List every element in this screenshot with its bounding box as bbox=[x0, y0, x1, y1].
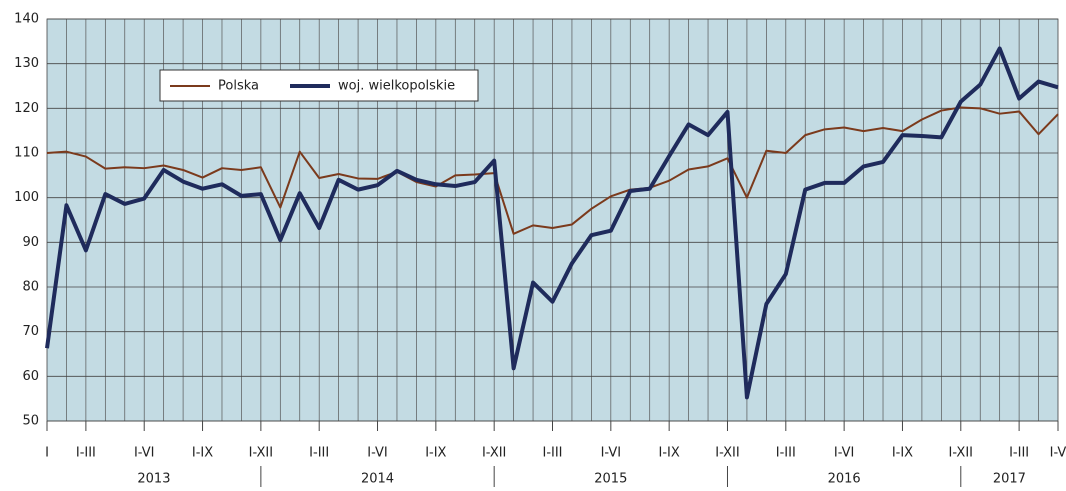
year-label: 2016 bbox=[828, 472, 861, 487]
x-tick-label: I-XII bbox=[249, 446, 273, 461]
x-tick-label: I-IX bbox=[892, 446, 913, 461]
x-tick-label: I-IX bbox=[192, 446, 213, 461]
x-tick-label: I-III bbox=[309, 446, 329, 461]
x-tick-label: I-VI bbox=[134, 446, 155, 461]
y-tick-label: 80 bbox=[22, 280, 39, 295]
x-tick-label: I-XII bbox=[482, 446, 506, 461]
x-tick-label: I-IX bbox=[425, 446, 446, 461]
x-tick-label: I-III bbox=[542, 446, 562, 461]
series-line bbox=[46, 106, 1059, 235]
y-tick-label: 60 bbox=[22, 369, 39, 384]
x-tick-label: I-V bbox=[1050, 446, 1066, 461]
year-label: 2017 bbox=[993, 472, 1026, 487]
year-label: 2015 bbox=[594, 472, 627, 487]
legend-label: woj. wielkopolskie bbox=[338, 79, 455, 94]
x-tick-label: I-XII bbox=[949, 446, 973, 461]
x-tick-label: I bbox=[45, 446, 49, 461]
x-tick-label: I-IX bbox=[659, 446, 680, 461]
y-tick-label: 120 bbox=[14, 101, 39, 116]
x-tick-label: I-III bbox=[776, 446, 796, 461]
y-tick-label: 110 bbox=[14, 146, 39, 161]
x-tick-label: I-VI bbox=[834, 446, 855, 461]
series-line bbox=[45, 46, 1059, 400]
y-tick-label: 50 bbox=[22, 414, 39, 429]
year-label: 2014 bbox=[361, 472, 394, 487]
year-label: 2013 bbox=[137, 472, 170, 487]
y-tick-label: 140 bbox=[14, 12, 39, 27]
y-tick-label: 70 bbox=[22, 324, 39, 339]
y-tick-label: 90 bbox=[22, 235, 39, 250]
x-tick-label: I-VI bbox=[601, 446, 622, 461]
legend-label: Polska bbox=[218, 79, 259, 94]
x-tick-label: I-VI bbox=[367, 446, 388, 461]
y-tick-label: 100 bbox=[14, 190, 39, 205]
x-tick-label: I-III bbox=[76, 446, 96, 461]
x-tick-label: I-XII bbox=[715, 446, 739, 461]
y-tick-label: 130 bbox=[14, 56, 39, 71]
x-tick-label: I-III bbox=[1009, 446, 1029, 461]
